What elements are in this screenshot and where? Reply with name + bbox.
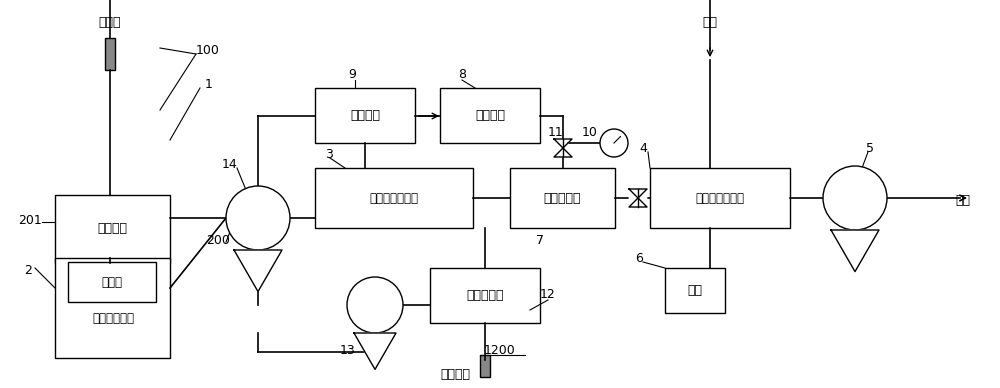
Text: 200: 200 xyxy=(206,234,230,246)
Bar xyxy=(665,268,725,313)
Text: 12: 12 xyxy=(540,289,556,301)
Bar xyxy=(315,88,415,143)
Text: 盐酸贮酸罐: 盐酸贮酸罐 xyxy=(466,289,504,302)
Text: 大气: 大气 xyxy=(702,16,718,28)
Text: 11: 11 xyxy=(548,125,564,139)
Circle shape xyxy=(226,186,290,250)
Text: 循环贮存罐: 循环贮存罐 xyxy=(544,192,581,204)
Text: 工业盐酸: 工业盐酸 xyxy=(440,369,470,381)
Bar xyxy=(68,262,156,302)
Text: 加药: 加药 xyxy=(956,194,970,206)
Text: 6: 6 xyxy=(635,251,643,265)
Text: 除氢设备: 除氢设备 xyxy=(475,109,505,122)
Text: 9: 9 xyxy=(348,69,356,81)
Text: 3: 3 xyxy=(325,149,333,161)
Bar xyxy=(430,268,540,323)
Text: 次氯酸钠发生器: 次氯酸钠发生器 xyxy=(370,192,418,204)
Text: 10: 10 xyxy=(582,125,598,139)
Polygon shape xyxy=(354,333,396,369)
Bar xyxy=(55,195,170,263)
Circle shape xyxy=(600,129,628,157)
Text: 次氯酸钠贮存罐: 次氯酸钠贮存罐 xyxy=(696,192,744,204)
Bar xyxy=(55,258,170,358)
Text: 4: 4 xyxy=(639,142,647,154)
Text: 浓盐水罐: 浓盐水罐 xyxy=(98,222,128,236)
Bar xyxy=(510,168,615,228)
Circle shape xyxy=(823,166,887,230)
Circle shape xyxy=(347,277,403,333)
Bar xyxy=(650,168,790,228)
Text: 7: 7 xyxy=(536,234,544,246)
Text: 5: 5 xyxy=(866,142,874,154)
Text: 1200: 1200 xyxy=(484,343,516,357)
Text: 浓盐水: 浓盐水 xyxy=(99,16,121,28)
Bar xyxy=(440,88,540,143)
Polygon shape xyxy=(234,250,282,292)
Text: 13: 13 xyxy=(340,343,356,357)
Text: 2: 2 xyxy=(24,263,32,277)
Text: 冷却机组: 冷却机组 xyxy=(350,109,380,122)
Text: 201: 201 xyxy=(18,213,42,227)
Bar xyxy=(105,38,115,70)
Bar xyxy=(480,355,490,377)
Text: 风机: 风机 xyxy=(688,284,702,297)
Polygon shape xyxy=(831,230,879,272)
Text: 100: 100 xyxy=(196,43,220,57)
Bar xyxy=(315,168,473,228)
Text: 稀盐水贮存罐: 稀盐水贮存罐 xyxy=(92,312,134,324)
Text: 过滤器: 过滤器 xyxy=(102,275,122,289)
Polygon shape xyxy=(554,139,572,157)
Text: 14: 14 xyxy=(222,159,238,171)
Polygon shape xyxy=(629,189,647,207)
Text: 8: 8 xyxy=(458,69,466,81)
Text: 1: 1 xyxy=(205,78,213,92)
